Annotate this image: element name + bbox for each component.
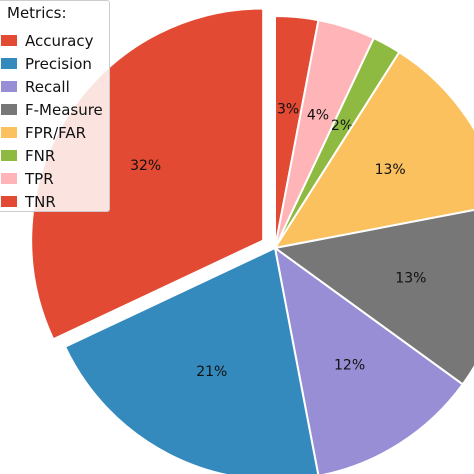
slice-value-label: 4% (307, 108, 329, 124)
pie-slice-precision (63, 246, 320, 474)
legend-swatch (1, 173, 17, 184)
legend-label: TPR (25, 169, 54, 188)
legend-item: TNR (0, 190, 103, 213)
legend-item: FPR/FAR (0, 121, 103, 144)
legend-item: Recall (0, 75, 103, 98)
legend-label: FNR (25, 146, 56, 165)
legend-label: FPR/FAR (25, 123, 87, 142)
legend-label: Precision (25, 54, 92, 73)
legend-swatch (1, 81, 17, 92)
legend-swatch (1, 196, 17, 207)
pie-slice-fpr-far (272, 50, 474, 250)
slice-value-label: 32% (130, 158, 161, 174)
legend-swatch (1, 127, 17, 138)
pie-slice-recall (273, 245, 465, 474)
legend-items: Accuracy Precision Recall F-Measure FPR/FAR F… (0, 29, 103, 213)
legend-label: F-Measure (25, 100, 103, 119)
legend-item: Precision (0, 52, 103, 75)
slice-value-label: 3% (277, 101, 299, 117)
slice-value-label: 21% (196, 364, 227, 380)
legend-label: Recall (25, 77, 70, 96)
slice-value-label: 13% (375, 162, 406, 178)
legend-title: Metrics: (7, 4, 67, 22)
slice-value-label: 2% (331, 118, 353, 134)
legend-label: Accuracy (25, 31, 94, 50)
legend-swatch (1, 104, 17, 115)
legend-item: Accuracy (0, 29, 103, 52)
slice-value-label: 13% (395, 270, 426, 286)
legend-item: TPR (0, 167, 103, 190)
legend-swatch (1, 58, 17, 69)
chart-legend: Metrics: Accuracy Precision Recall F-Measur… (0, 0, 110, 212)
pie-slice-f-measure (272, 209, 474, 386)
legend-label: TNR (25, 192, 56, 211)
legend-item: F-Measure (0, 98, 103, 121)
legend-item: FNR (0, 144, 103, 167)
slice-value-label: 12% (334, 358, 365, 374)
legend-swatch (1, 35, 17, 46)
legend-swatch (1, 150, 17, 161)
